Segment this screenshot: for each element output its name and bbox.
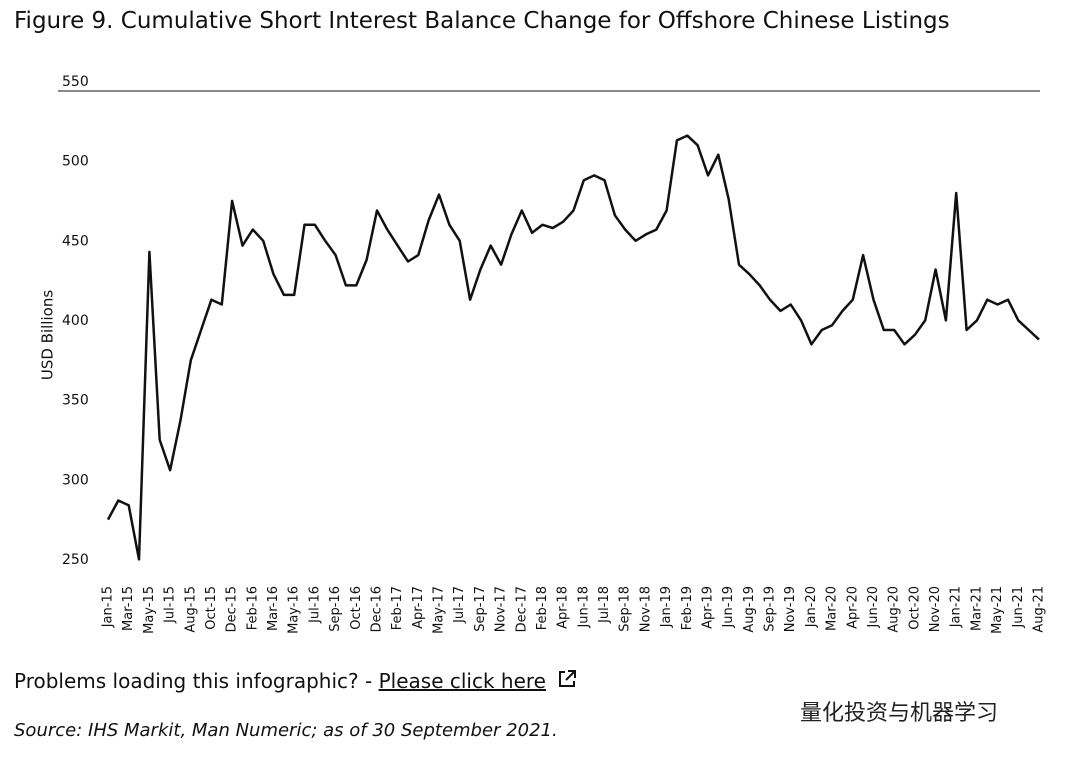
y-tick-label: 550 bbox=[62, 74, 89, 90]
x-tick-label: Jan-19 bbox=[659, 586, 674, 628]
x-tick-label: Jul-15 bbox=[163, 586, 178, 624]
x-tick-label: Apr-18 bbox=[556, 586, 571, 629]
x-tick-label: Nov-18 bbox=[638, 586, 653, 632]
x-tick-label: Nov-17 bbox=[494, 586, 509, 632]
x-tick-label: Aug-20 bbox=[887, 586, 902, 633]
x-tick-label: Oct-16 bbox=[349, 586, 364, 630]
x-tick-label: Jul-17 bbox=[452, 586, 467, 624]
x-tick-label: Jul-16 bbox=[307, 586, 322, 624]
x-tick-label: Jan-20 bbox=[804, 586, 819, 628]
x-tick-label: Feb-18 bbox=[535, 586, 550, 630]
x-tick-label: Feb-19 bbox=[680, 586, 695, 630]
x-tick-label: Dec-16 bbox=[369, 586, 384, 632]
y-axis-label: USD Billions bbox=[39, 290, 57, 380]
x-tick-label: Jul-18 bbox=[597, 586, 612, 624]
y-tick-label: 400 bbox=[62, 313, 89, 329]
x-tick-label: Mar-20 bbox=[825, 586, 840, 631]
source-note: Source: IHS Markit, Man Numeric; as of 3… bbox=[14, 720, 558, 741]
x-tick-label: Jan-21 bbox=[949, 586, 964, 628]
x-tick-label: Jun-19 bbox=[721, 586, 736, 629]
x-tick-label: Jan-15 bbox=[101, 586, 116, 628]
x-tick-label: Feb-17 bbox=[390, 586, 405, 630]
x-tick-label: Sep-19 bbox=[763, 586, 778, 632]
x-tick-label: Apr-19 bbox=[700, 586, 715, 629]
x-tick-label: Aug-19 bbox=[742, 586, 757, 633]
x-tick-label: May-21 bbox=[990, 586, 1005, 634]
x-tick-label: Jun-20 bbox=[866, 586, 881, 629]
x-tick-label: Apr-20 bbox=[845, 586, 860, 629]
x-tick-label: Apr-17 bbox=[411, 586, 426, 629]
y-tick-label: 500 bbox=[62, 154, 89, 170]
y-tick-label: 300 bbox=[62, 472, 89, 488]
x-tick-label: Feb-16 bbox=[245, 586, 260, 630]
x-tick-label: Mar-15 bbox=[121, 586, 136, 631]
chart-title: Figure 9. Cumulative Short Interest Bala… bbox=[14, 8, 950, 34]
x-tick-label: Nov-20 bbox=[928, 586, 943, 632]
footer-note: Problems loading this infographic? - Ple… bbox=[14, 668, 578, 693]
x-tick-label: May-15 bbox=[142, 586, 157, 634]
x-tick-label: Sep-17 bbox=[473, 586, 488, 632]
problems-text: Problems loading this infographic? - bbox=[14, 669, 373, 693]
x-tick-label: Nov-19 bbox=[783, 586, 798, 632]
x-tick-label: Mar-16 bbox=[266, 586, 281, 631]
x-tick-label: Sep-16 bbox=[328, 586, 343, 632]
data-line bbox=[106, 134, 1040, 561]
x-tick-label: Oct-15 bbox=[204, 586, 219, 630]
watermark: 量化投资与机器学习 bbox=[800, 701, 999, 726]
y-tick-label: 250 bbox=[62, 552, 89, 568]
x-tick-label: Sep-18 bbox=[618, 586, 633, 632]
y-tick-label: 350 bbox=[62, 393, 89, 409]
link[interactable]: Please click here bbox=[378, 669, 546, 693]
x-tick-label: Dec-17 bbox=[514, 586, 529, 632]
x-tick-label: Dec-15 bbox=[225, 586, 240, 632]
x-tick-label: Jun-18 bbox=[576, 586, 591, 629]
x-tick-label: Mar-21 bbox=[969, 586, 984, 631]
external-link-icon[interactable] bbox=[556, 668, 578, 690]
x-tick-label: Jun-21 bbox=[1011, 586, 1026, 629]
x-tick-label: May-17 bbox=[432, 586, 447, 634]
x-tick-label: Aug-15 bbox=[183, 586, 198, 633]
x-tick-label: Oct-20 bbox=[907, 586, 922, 630]
y-tick-label: 450 bbox=[62, 233, 89, 249]
x-tick-label: Aug-21 bbox=[1032, 586, 1047, 633]
x-tick-label: May-16 bbox=[287, 586, 302, 634]
chart: USD Billions 250 300 350 400 450 500 550 Jan-15… bbox=[39, 74, 1047, 634]
